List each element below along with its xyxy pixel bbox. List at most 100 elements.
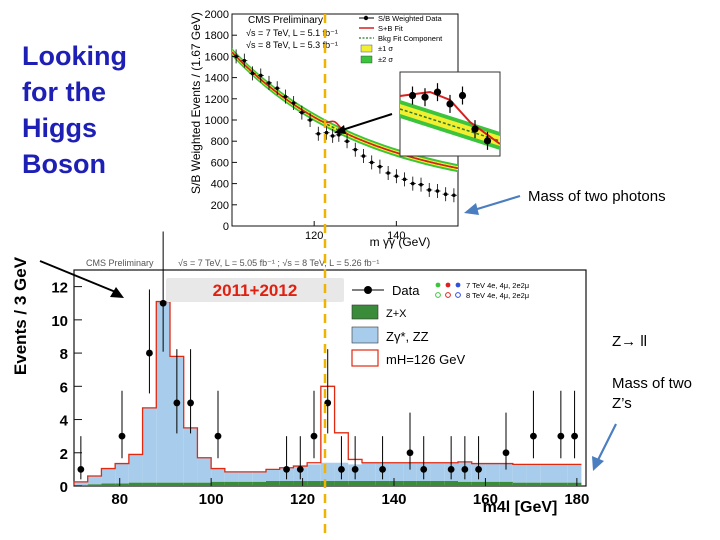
bottom-zx-histogram [74, 481, 582, 486]
bottom-zx-bin [375, 481, 390, 486]
bottom-zx-bin [170, 482, 184, 486]
bottom-signal-histogram [73, 300, 582, 486]
bottom-x-tick-label: 120 [290, 491, 315, 508]
top-background-fit [231, 51, 459, 170]
top-legend-2sigma: ±2 σ [378, 55, 393, 64]
top-y-tick-label: 800 [211, 136, 229, 148]
bottom-x-tick-label: 100 [199, 491, 224, 508]
bottom-zx-bin [128, 482, 143, 486]
bottom-zx-bin [266, 481, 280, 486]
bottom-zz-bin [320, 462, 335, 482]
bottom-data-point [118, 432, 126, 440]
bottom-zz-bin [540, 464, 554, 483]
inset-pointer-head [334, 125, 346, 134]
top-axis-ticks: 0 200 400 600 800 1000 1200 1400 1600 1800 2000 120… [205, 9, 406, 242]
bottom-zx-bin [567, 482, 582, 486]
top-data-point [386, 171, 390, 175]
bottom-zx-bin [183, 482, 198, 486]
bottom-zz-bin [471, 463, 486, 482]
bottom-zz-bin [252, 471, 266, 482]
top-energy-line-1: √s = 7 TeV, L = 5.1 fb⁻¹ [246, 28, 338, 38]
top-y-tick-label: 1800 [205, 30, 229, 42]
bottom-zz-bin [87, 476, 102, 485]
bottom-zz-histogram [74, 301, 582, 486]
bottom-legend-zz: Zγ*, ZZ [386, 329, 429, 344]
bottom-zx-bin [334, 481, 349, 486]
bottom-zx-bin [320, 481, 335, 486]
bottom-zz-bin [142, 407, 157, 483]
bottom-zx-bin [115, 483, 129, 486]
bottom-zz-bin [334, 462, 349, 482]
top-y-tick-label: 1200 [205, 94, 229, 106]
bottom-y-tick-label: 10 [51, 313, 68, 330]
bottom-data-point [324, 399, 332, 407]
top-data-point [361, 154, 366, 158]
top-data-point [283, 94, 288, 99]
bottom-zz-bin [389, 462, 404, 482]
top-y-tick-label: 1600 [205, 51, 229, 63]
top-1sigma-band [232, 50, 458, 171]
bottom-chart-title: CMS Preliminary [86, 258, 154, 268]
top-data-point [330, 134, 335, 138]
bottom-zx-bin [362, 481, 376, 486]
bottom-y-tick-label: 0 [60, 479, 68, 496]
top-y-tick-label: 1000 [205, 115, 229, 127]
bottom-zz-bin [266, 469, 280, 482]
bottom-zx-bin [554, 482, 568, 486]
bottom-zx-bin [512, 482, 527, 486]
bottom-zz-bin [224, 471, 239, 482]
top-data-point [258, 73, 263, 78]
bottom-x-tick-label: 80 [111, 491, 128, 508]
bottom-legend-zx: Z+X [386, 308, 407, 320]
top-data-point [250, 71, 255, 76]
bottom-zz-bin [156, 301, 170, 483]
bottom-zx-bin [348, 481, 362, 486]
bottom-data-point [557, 432, 565, 440]
bottom-data-point [530, 432, 537, 440]
bottom-data-point [77, 465, 85, 473]
top-data-point [435, 189, 440, 193]
top-data-point [345, 139, 349, 143]
bottom-zx-bin [293, 481, 308, 486]
bottom-zx-bin [101, 483, 116, 486]
top-data-point [337, 133, 341, 137]
inset-data-point [483, 137, 492, 145]
inset-data-point [471, 125, 479, 133]
bottom-zz-bin [279, 467, 294, 482]
bottom-zz-bin [499, 463, 513, 482]
bottom-zz-bin [416, 462, 431, 482]
inset-data-points [408, 83, 492, 150]
top-data-point [427, 188, 432, 192]
bottom-data-points [77, 231, 578, 480]
bottom-x-tick-label: 160 [473, 491, 498, 508]
bottom-zx-bin [485, 481, 500, 486]
top-chart-frame [186, 6, 462, 252]
top-y-tick-label: 600 [211, 157, 229, 169]
bottom-zz-bin [197, 457, 212, 483]
top-data-point [300, 110, 304, 115]
bottom-zx-bin [156, 482, 170, 486]
top-y-tick-label: 200 [211, 200, 229, 212]
bottom-zz-bin [512, 464, 527, 483]
photons-arrow [464, 194, 521, 215]
bottom-legend: Data Z+X Zγ*, ZZ mH=126 GeV [351, 283, 465, 367]
bottom-side-legend-7tev: 7 TeV 4e, 4μ, 2e2μ [466, 281, 529, 290]
top-2sigma-band [232, 48, 458, 173]
top-data-point [353, 147, 358, 152]
top-data-point [378, 164, 382, 169]
top-data-point [267, 81, 271, 85]
top-data-point [316, 131, 321, 136]
bottom-zx-bin [197, 482, 212, 486]
bottom-data-point [146, 349, 153, 357]
bottom-zx-bin [430, 481, 445, 486]
top-data-point [394, 174, 399, 178]
bottom-zx-bin [307, 481, 321, 486]
top-y-axis-label: S/B Weighted Events / (1.67 GeV) [189, 12, 203, 194]
bottom-zz-bin [526, 464, 541, 483]
bottom-zz-bin [101, 468, 116, 484]
top-legend-bkg: Bkg Fit Component [378, 34, 443, 43]
top-legend-fit: S+B Fit [378, 24, 404, 33]
bottom-data-point [502, 449, 510, 457]
top-data-point [242, 58, 247, 63]
bottom-data-point [420, 465, 428, 473]
